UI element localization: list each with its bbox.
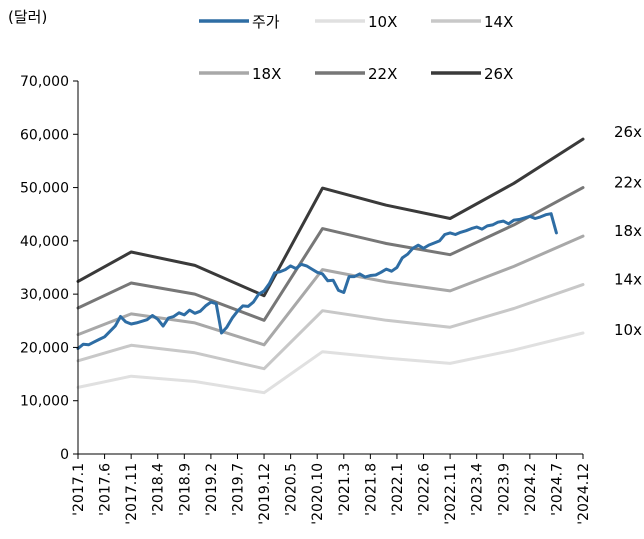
x-tick-label: '2017.6 [98, 463, 114, 516]
y-tick-label: 10,000 [20, 394, 69, 410]
y-tick-label: 20,000 [20, 340, 69, 356]
series-line-26x [76, 137, 585, 298]
x-tick-label: '2019.2 [204, 463, 220, 516]
x-tick-label: '2018.4 [151, 463, 167, 516]
end-labels: 26x 22x 18x 14x 10x [614, 123, 642, 339]
x-tick-label: '2018.9 [177, 463, 193, 516]
y-tick-label: 60,000 [20, 127, 69, 143]
end-label-14x: 14x [614, 271, 642, 289]
end-label-22x: 22x [614, 174, 642, 192]
x-tick-label: '2020.10 [310, 463, 326, 525]
legend-label: 주가 [252, 13, 280, 31]
end-label-10x: 10x [614, 321, 642, 339]
x-tick-label: '2022.6 [417, 463, 433, 516]
series-line-22x [76, 186, 585, 322]
x-tick-label: '2017.11 [124, 463, 140, 525]
series-line-price [76, 212, 558, 350]
y-tick-label: 0 [60, 447, 69, 463]
plot-area [76, 137, 585, 395]
x-tick-label: '2024.7 [549, 463, 565, 516]
x-tick-label: '2022.1 [390, 463, 406, 516]
y-axis: 0 10,000 20,000 30,000 40,000 50,000 60,000 70,… [20, 74, 79, 463]
y-tick-label: 30,000 [20, 287, 69, 303]
x-tick-label: '2024.2 [523, 463, 539, 516]
chart-legend: 주가 10X 14X 18X 22X 26X [199, 13, 513, 83]
x-tick-label: '2023.4 [470, 463, 486, 516]
y-unit-label: (달러) [8, 8, 48, 26]
x-axis: '2017.1 '2017.6 '2017.11 '2018.4 '2018.9 '201… [71, 453, 592, 525]
y-tick-label: 40,000 [20, 234, 69, 250]
legend-label: 22X [368, 65, 397, 83]
end-label-26x: 26x [614, 123, 642, 141]
series-line-10x [76, 331, 585, 395]
legend-label: 14X [484, 13, 513, 31]
y-tick-label: 50,000 [20, 181, 69, 197]
x-tick-label: '2021.8 [363, 463, 379, 516]
series-line-14x [76, 283, 585, 371]
x-tick-label: '2019.12 [257, 463, 273, 525]
end-label-18x: 18x [614, 222, 642, 240]
x-tick-label: '2019.7 [230, 463, 246, 516]
x-tick-label: '2024.12 [576, 463, 592, 525]
legend-label: 18X [252, 65, 281, 83]
x-tick-label: '2022.11 [443, 463, 459, 525]
x-tick-label: '2017.1 [71, 463, 87, 516]
x-tick-label: '2021.3 [337, 463, 353, 516]
x-tick-label: '2023.9 [496, 463, 512, 516]
legend-label: 26X [484, 65, 513, 83]
x-tick-label: '2020.5 [284, 463, 300, 516]
y-tick-label: 70,000 [20, 74, 69, 90]
legend-label: 10X [368, 13, 397, 31]
series-line-18x [76, 234, 585, 347]
